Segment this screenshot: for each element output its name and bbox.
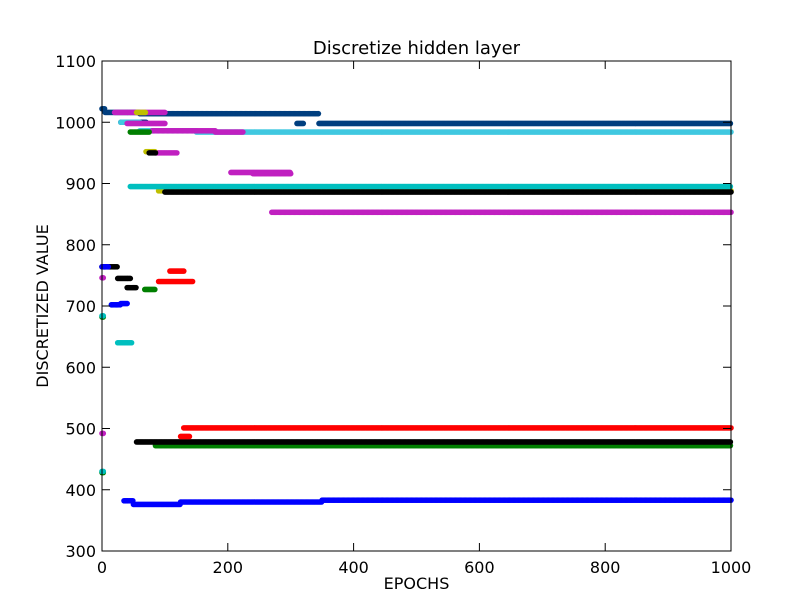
data-point bbox=[142, 109, 149, 116]
data-point bbox=[100, 468, 107, 475]
data-point bbox=[180, 268, 187, 274]
data-points bbox=[99, 105, 734, 508]
data-point bbox=[100, 313, 107, 319]
data-point bbox=[128, 339, 135, 346]
data-point bbox=[174, 150, 180, 156]
data-point bbox=[189, 278, 196, 285]
data-point bbox=[300, 120, 307, 127]
data-point bbox=[162, 109, 168, 116]
data-point bbox=[186, 433, 193, 440]
data-point bbox=[152, 286, 158, 293]
data-point bbox=[287, 170, 294, 177]
data-point bbox=[240, 129, 246, 135]
data-point bbox=[162, 120, 168, 127]
data-point bbox=[727, 120, 734, 127]
data-point bbox=[114, 264, 120, 270]
data-point bbox=[124, 300, 130, 307]
data-point bbox=[105, 264, 112, 270]
data-point bbox=[127, 275, 134, 282]
data-point bbox=[146, 129, 152, 135]
data-point bbox=[133, 284, 139, 291]
data-point bbox=[100, 430, 107, 437]
data-point bbox=[100, 275, 107, 281]
data-point bbox=[315, 110, 322, 117]
data-point bbox=[152, 150, 159, 156]
data-point bbox=[727, 183, 734, 190]
data-point bbox=[727, 439, 734, 445]
chart-title: Discretize hidden layer bbox=[313, 38, 521, 59]
